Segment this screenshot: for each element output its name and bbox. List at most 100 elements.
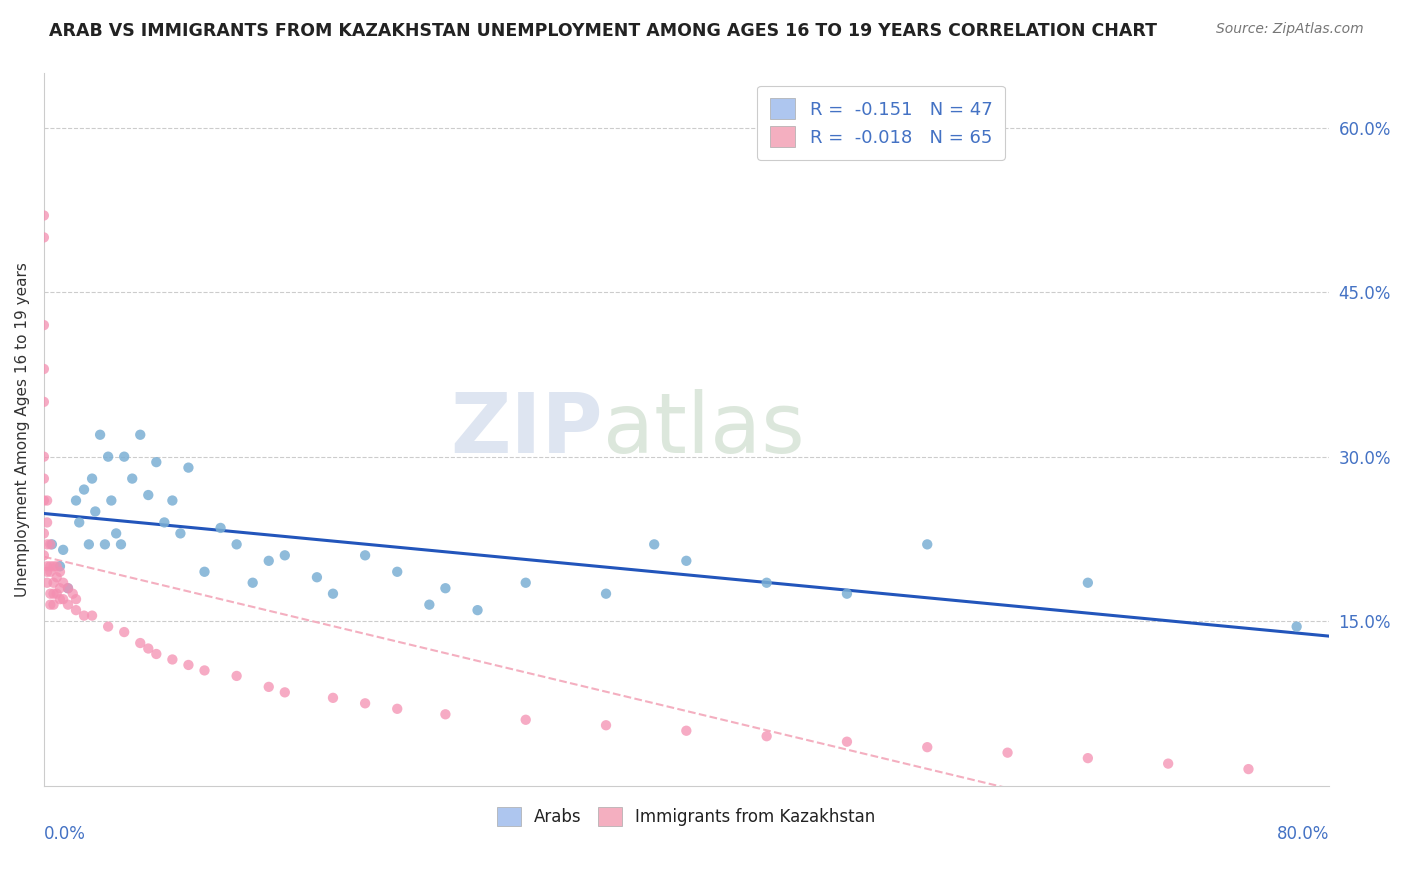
Point <box>755 575 778 590</box>
Point <box>434 707 457 722</box>
Point <box>595 718 617 732</box>
Point <box>177 657 200 672</box>
Point <box>136 641 159 656</box>
Point <box>257 680 280 694</box>
Point <box>39 537 62 551</box>
Point <box>32 526 55 541</box>
Point <box>997 746 1019 760</box>
Point <box>1157 756 1180 771</box>
Point <box>65 603 87 617</box>
Point <box>105 526 128 541</box>
Point <box>56 581 79 595</box>
Point <box>37 516 59 530</box>
Point <box>84 504 107 518</box>
Point <box>755 729 778 743</box>
Point <box>42 598 65 612</box>
Point <box>515 713 537 727</box>
Point <box>65 493 87 508</box>
Point <box>42 587 65 601</box>
Point <box>467 603 489 617</box>
Point <box>1285 619 1308 633</box>
Point <box>322 690 344 705</box>
Point <box>434 581 457 595</box>
Point <box>32 549 55 563</box>
Point <box>52 592 75 607</box>
Point <box>62 587 84 601</box>
Point <box>387 565 409 579</box>
Point <box>354 696 377 710</box>
Point <box>274 549 297 563</box>
Point <box>354 549 377 563</box>
Legend: Arabs, Immigrants from Kazakhstan: Arabs, Immigrants from Kazakhstan <box>489 798 883 834</box>
Point <box>37 565 59 579</box>
Point <box>39 598 62 612</box>
Point <box>56 598 79 612</box>
Point <box>915 740 938 755</box>
Text: atlas: atlas <box>603 389 804 470</box>
Point <box>121 472 143 486</box>
Point <box>42 559 65 574</box>
Point <box>835 734 858 748</box>
Point <box>97 450 120 464</box>
Point <box>643 537 665 551</box>
Point <box>49 581 72 595</box>
Point <box>257 554 280 568</box>
Point <box>112 450 135 464</box>
Point <box>42 575 65 590</box>
Point <box>225 669 247 683</box>
Point <box>136 488 159 502</box>
Point <box>193 664 215 678</box>
Point <box>110 537 132 551</box>
Text: ARAB VS IMMIGRANTS FROM KAZAKHSTAN UNEMPLOYMENT AMONG AGES 16 TO 19 YEARS CORREL: ARAB VS IMMIGRANTS FROM KAZAKHSTAN UNEMP… <box>49 22 1157 40</box>
Point <box>52 542 75 557</box>
Point <box>32 493 55 508</box>
Point <box>65 592 87 607</box>
Point <box>39 587 62 601</box>
Y-axis label: Unemployment Among Ages 16 to 19 years: Unemployment Among Ages 16 to 19 years <box>15 262 30 597</box>
Point <box>162 493 184 508</box>
Point <box>225 537 247 551</box>
Point <box>32 472 55 486</box>
Point <box>145 647 167 661</box>
Point <box>67 516 90 530</box>
Point <box>37 559 59 574</box>
Point <box>595 587 617 601</box>
Point <box>915 537 938 551</box>
Point <box>32 230 55 244</box>
Point <box>49 559 72 574</box>
Point <box>162 652 184 666</box>
Point <box>37 493 59 508</box>
Point <box>94 537 117 551</box>
Point <box>39 565 62 579</box>
Point <box>177 460 200 475</box>
Point <box>32 362 55 376</box>
Point <box>49 565 72 579</box>
Point <box>242 575 264 590</box>
Point <box>1237 762 1260 776</box>
Point <box>56 581 79 595</box>
Point <box>675 554 697 568</box>
Point <box>52 575 75 590</box>
Point <box>835 587 858 601</box>
Point <box>675 723 697 738</box>
Point <box>305 570 328 584</box>
Point <box>193 565 215 579</box>
Point <box>1077 575 1099 590</box>
Point <box>89 427 111 442</box>
Point <box>145 455 167 469</box>
Point <box>39 559 62 574</box>
Point <box>80 608 103 623</box>
Point <box>32 450 55 464</box>
Point <box>32 395 55 409</box>
Point <box>45 587 67 601</box>
Point <box>129 427 152 442</box>
Point <box>129 636 152 650</box>
Point <box>387 702 409 716</box>
Text: ZIP: ZIP <box>450 389 603 470</box>
Point <box>45 559 67 574</box>
Text: Source: ZipAtlas.com: Source: ZipAtlas.com <box>1216 22 1364 37</box>
Text: 80.0%: 80.0% <box>1277 825 1329 843</box>
Point <box>153 516 176 530</box>
Point <box>100 493 122 508</box>
Point <box>1077 751 1099 765</box>
